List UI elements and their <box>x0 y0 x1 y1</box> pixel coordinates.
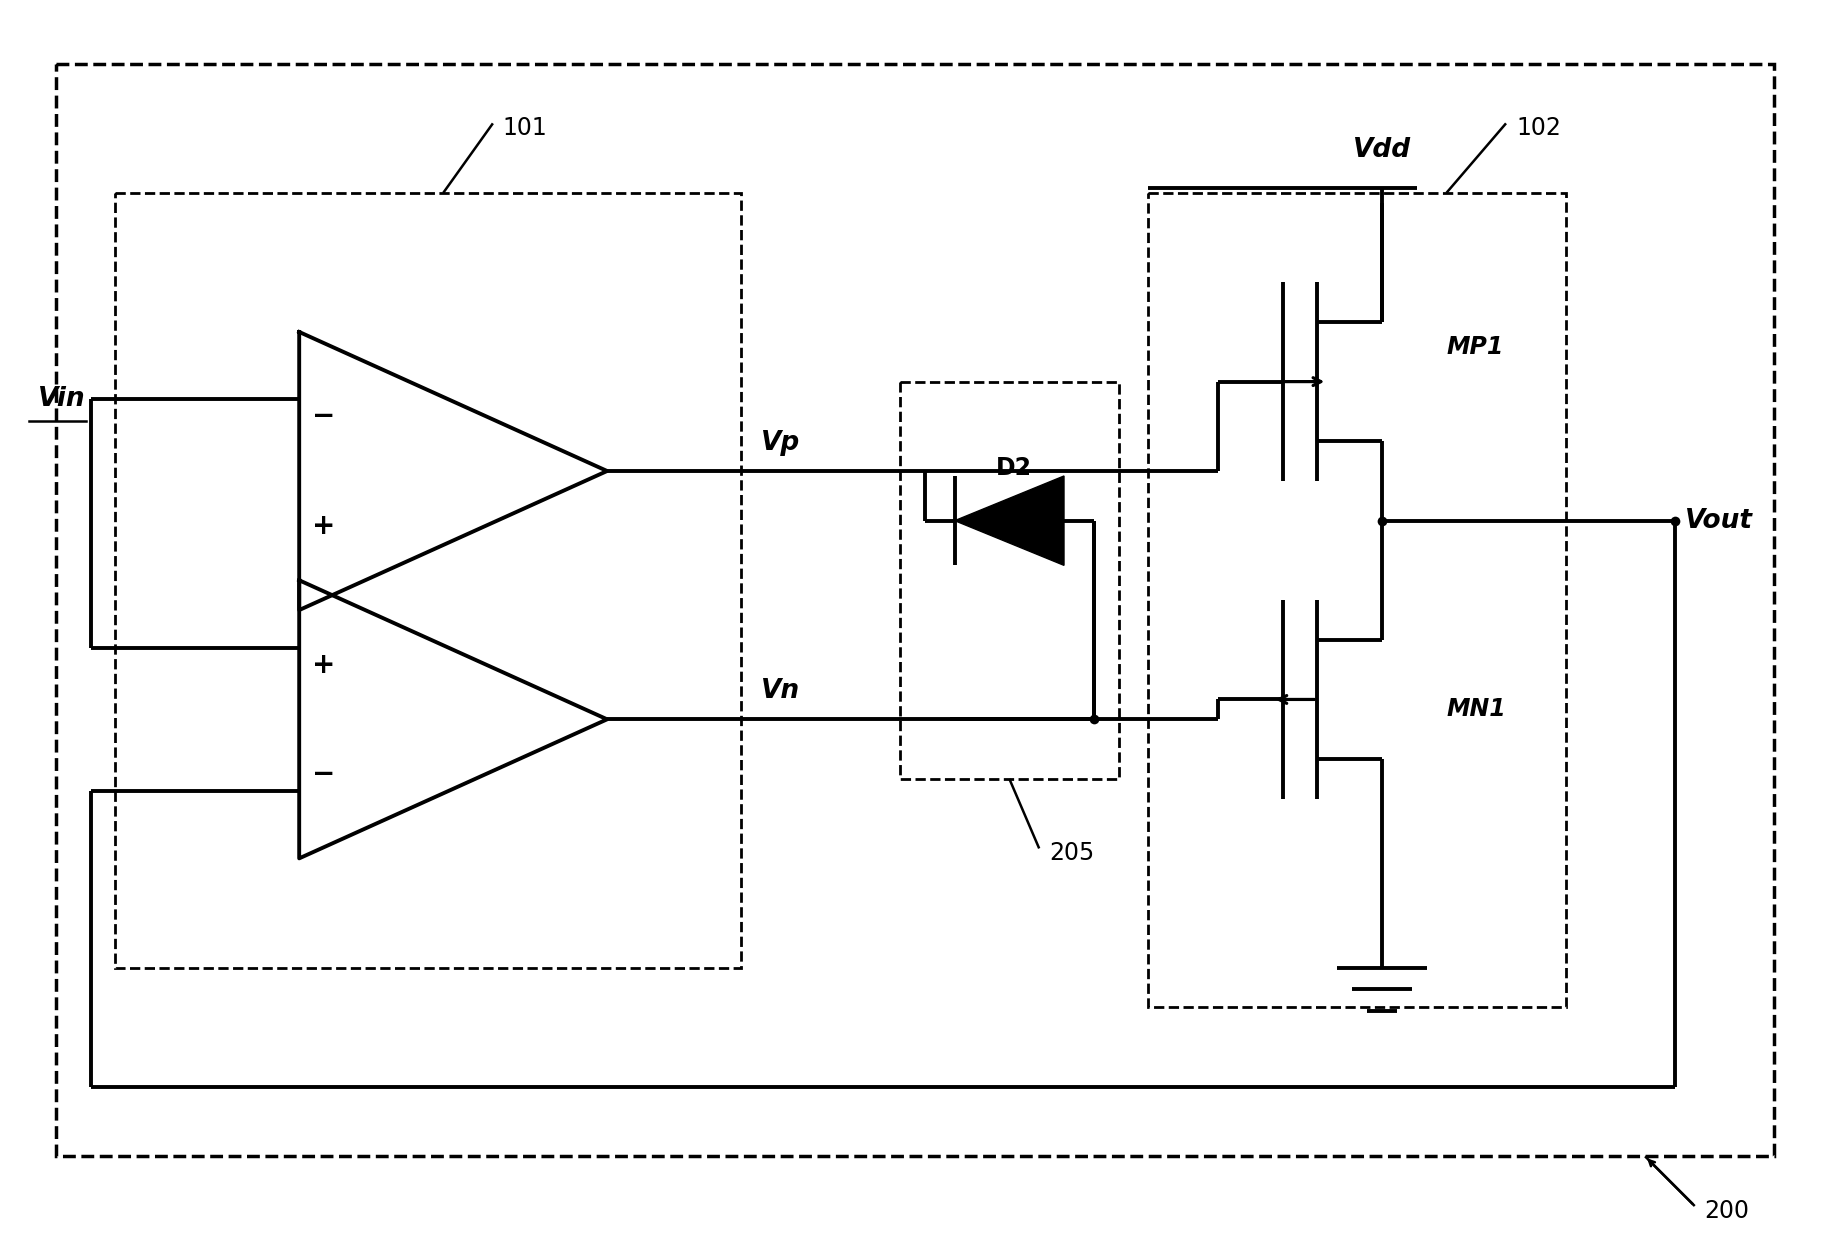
Text: Vout: Vout <box>1685 507 1752 533</box>
Text: Vp: Vp <box>762 430 800 456</box>
Text: MN1: MN1 <box>1446 698 1507 721</box>
Text: +: + <box>312 512 336 539</box>
Text: −: − <box>312 402 336 430</box>
Text: D2: D2 <box>996 456 1033 480</box>
Text: −: − <box>312 760 336 788</box>
Text: Vn: Vn <box>762 678 800 704</box>
Text: Vdd: Vdd <box>1352 137 1411 163</box>
Text: MP1: MP1 <box>1446 335 1505 359</box>
Text: +: + <box>312 651 336 679</box>
Text: 101: 101 <box>503 116 547 140</box>
Bar <box>1149 193 1565 1007</box>
Bar <box>55 64 1774 1157</box>
Text: Vin: Vin <box>39 386 86 412</box>
Bar <box>116 193 741 967</box>
Text: 102: 102 <box>1516 116 1562 140</box>
Bar <box>901 381 1119 779</box>
Text: 200: 200 <box>1705 1199 1749 1223</box>
Text: 205: 205 <box>1050 841 1094 866</box>
Polygon shape <box>954 476 1064 565</box>
